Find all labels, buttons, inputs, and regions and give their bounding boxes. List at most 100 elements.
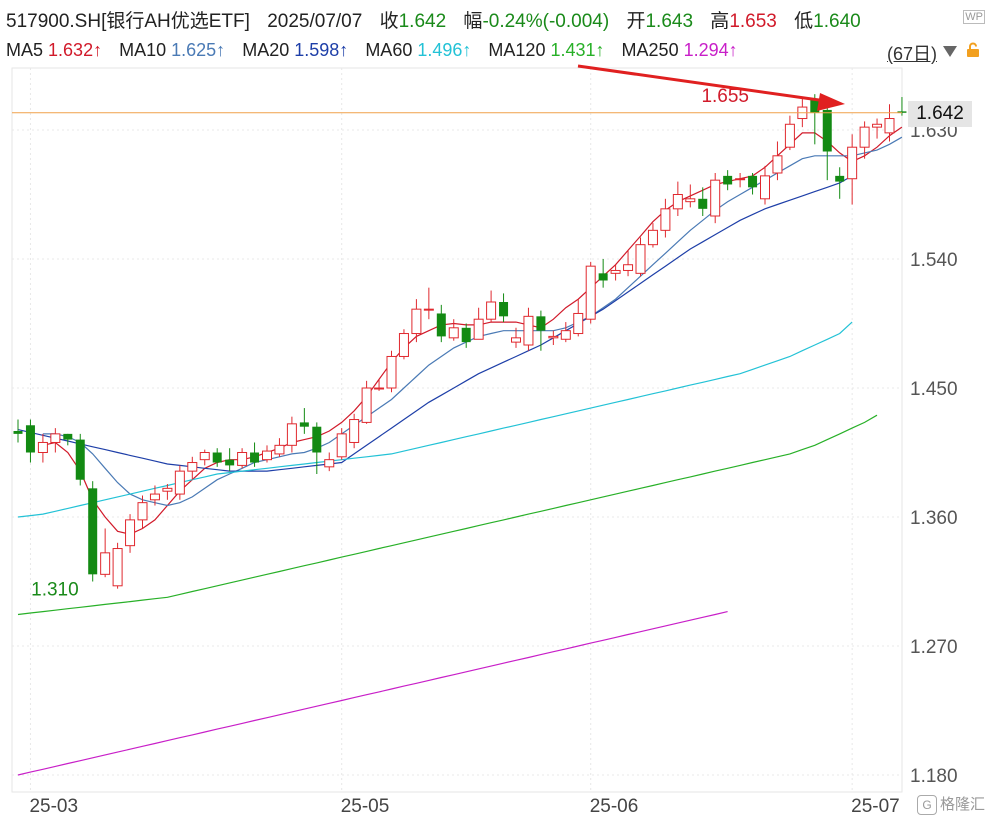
- candle-body-up: [411, 308, 422, 335]
- candle-body-up: [623, 264, 634, 271]
- candle-body-up: [872, 123, 883, 128]
- ma5-label: MA5: [6, 40, 44, 60]
- candle-body-up: [237, 452, 248, 466]
- candle-body-up: [398, 333, 409, 357]
- candle-body-down: [250, 452, 260, 463]
- candle-body-up: [324, 459, 335, 468]
- quote-header: 517900.SH[银行AH优选ETF] 2025/07/07 收1.642 幅…: [6, 6, 861, 33]
- wp-icon[interactable]: WP: [963, 10, 985, 24]
- candles: [13, 94, 907, 589]
- candle-body-up: [784, 123, 795, 148]
- candle-body-up: [735, 178, 746, 181]
- candle-body-up: [386, 355, 397, 389]
- open-value: 1.643: [645, 11, 694, 32]
- lock-icon[interactable]: [965, 42, 981, 58]
- x-tick-label: 25-07: [851, 796, 900, 817]
- candle-body-up: [100, 552, 111, 575]
- candle-body-up: [523, 315, 534, 346]
- ma20-line: [17, 175, 853, 472]
- candle-body-up: [672, 194, 683, 210]
- high-value: 1.653: [729, 11, 777, 32]
- ma10-label: MA10: [119, 40, 167, 60]
- candle-body-up: [187, 462, 198, 472]
- candle-body-down: [835, 175, 845, 182]
- candle-body-up: [137, 502, 148, 521]
- candle-body-up: [174, 470, 185, 495]
- ma10-line: [42, 136, 903, 507]
- candle-body-down: [75, 439, 85, 480]
- dropdown-arrow-icon[interactable]: [943, 46, 957, 57]
- candle-body-down: [598, 273, 608, 281]
- candle-body-up: [560, 330, 571, 340]
- candle-body-up: [262, 450, 272, 461]
- moving-average-lines: [17, 126, 903, 776]
- candle-body-up: [50, 433, 61, 443]
- candle-body-up: [585, 265, 596, 320]
- candle-body-up: [336, 433, 347, 458]
- ma5-value: 1.632↑: [48, 40, 103, 60]
- candle-body-up: [884, 118, 895, 134]
- candle-body-up: [486, 301, 497, 320]
- candle-body-down: [748, 175, 758, 188]
- x-tick-label: 25-03: [29, 796, 78, 817]
- trend-arrow-head: [817, 93, 845, 111]
- candle-body-down: [25, 425, 35, 453]
- y-tick-label: 1.180: [910, 766, 958, 787]
- high-label: 高: [710, 11, 730, 32]
- candle-body-up: [859, 126, 870, 148]
- ma120-value: 1.431↑: [550, 40, 605, 60]
- low-label: 低: [794, 11, 814, 32]
- ma20-label: MA20: [242, 40, 290, 60]
- candle-body-down: [436, 313, 446, 337]
- candle-body-up: [548, 335, 559, 339]
- candle-body-up: [374, 387, 385, 390]
- candle-body-down: [536, 316, 546, 331]
- candle-body-up: [286, 423, 297, 446]
- ma60-label: MA60: [365, 40, 413, 60]
- candle-body-up: [112, 548, 123, 587]
- candle-body-up: [125, 519, 136, 547]
- candle-body-up: [635, 244, 646, 274]
- candle-body-up: [660, 208, 671, 231]
- open-label: 开: [626, 11, 646, 32]
- candle-body-up: [448, 327, 459, 339]
- current-price-tag: 1.642: [908, 101, 972, 127]
- candle-body-down: [225, 459, 235, 466]
- candle-body-down: [810, 98, 820, 113]
- ma60-line: [17, 321, 853, 518]
- y-tick-label: 1.450: [910, 379, 958, 400]
- high-annotation: 1.655: [701, 86, 749, 107]
- low-annotation: 1.310: [31, 580, 79, 601]
- ma5-line: [42, 126, 903, 535]
- candle-body-up: [610, 269, 621, 274]
- candle-body-up: [349, 419, 360, 443]
- candle-body-up: [647, 229, 658, 246]
- ma120-line: [17, 414, 878, 616]
- candle-body-up: [760, 175, 770, 200]
- candle-body-up: [199, 452, 210, 461]
- plot-border: [11, 67, 903, 793]
- ma-legend: MA5 1.632↑ MA10 1.625↑ MA20 1.598↑ MA60 …: [6, 40, 738, 61]
- candle-body-up: [473, 318, 484, 340]
- candle-body-down: [723, 175, 733, 185]
- change-value: -0.24%(-0.004): [482, 11, 610, 32]
- brand-logo-icon: G: [916, 795, 937, 815]
- brand-name: 格隆汇: [939, 795, 985, 813]
- ma120-label: MA120: [488, 40, 546, 60]
- quote-date: 2025/07/07: [267, 11, 363, 32]
- candle-body-up: [361, 387, 372, 423]
- x-tick-label: 25-06: [590, 796, 639, 817]
- candle-body-up: [423, 308, 434, 311]
- x-axis-ticks: 25-03 25-05 25-06 25-07: [29, 796, 899, 817]
- ma250-value: 1.294↑: [683, 40, 738, 60]
- low-value: 1.640: [813, 11, 861, 32]
- period-selector[interactable]: (67日): [886, 44, 937, 64]
- candle-body-up: [37, 441, 48, 454]
- candle-body-down: [822, 109, 832, 152]
- y-tick-label: 1.540: [910, 250, 958, 271]
- symbol-title: 517900.SH[银行AH优选ETF]: [6, 11, 250, 32]
- close-value: 1.642: [398, 11, 447, 32]
- y-tick-label: 1.270: [910, 637, 958, 658]
